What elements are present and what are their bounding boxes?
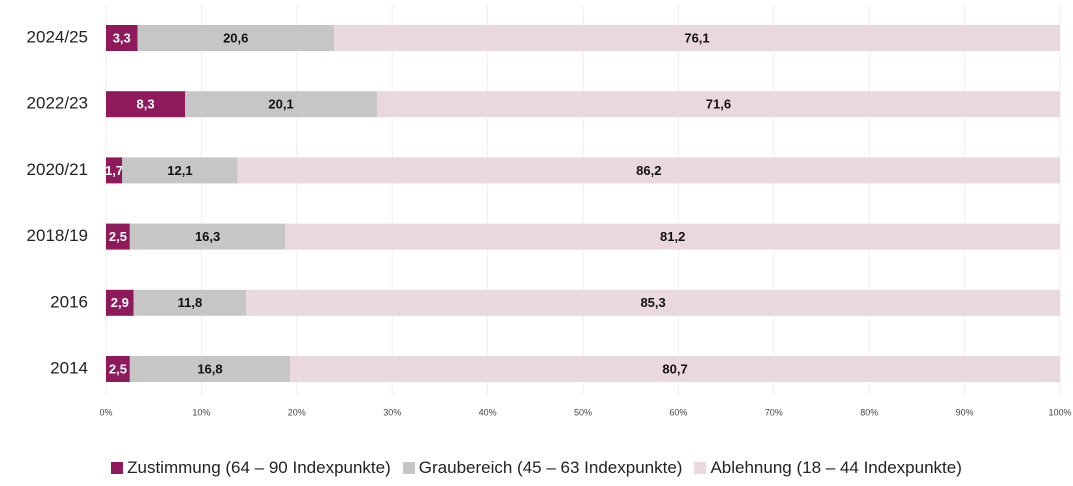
legend-swatch <box>694 462 707 474</box>
x-tick-label: 90% <box>956 407 974 417</box>
legend-swatch <box>402 462 415 474</box>
x-tick-label: 20% <box>288 407 306 417</box>
x-tick-label: 0% <box>99 407 112 417</box>
bar-segment <box>129 223 286 250</box>
data-label: 2,5 <box>109 229 127 244</box>
legend-label: Zustimmung (64 – 90 Indexpunkte) <box>127 458 391 477</box>
x-tick-label: 40% <box>479 407 497 417</box>
y-tick-label: 2024/25 <box>27 27 88 46</box>
data-label: 71,6 <box>706 97 731 112</box>
data-label: 12,1 <box>167 163 192 178</box>
legend-item: Graubereich (45 – 63 Indexpunkte) <box>402 458 683 478</box>
legend-item: Zustimmung (64 – 90 Indexpunkte) <box>111 458 391 478</box>
legend-swatch <box>111 462 124 474</box>
data-label: 3,3 <box>113 30 131 45</box>
bar-segment <box>237 157 1061 184</box>
bar-segment <box>285 223 1060 250</box>
bar-segment <box>137 25 335 51</box>
x-tick-label: 10% <box>192 407 210 417</box>
x-tick-label: 60% <box>669 407 687 417</box>
bar-segment <box>334 25 1061 51</box>
x-tick-label: 100% <box>1048 407 1071 417</box>
legend-label: Ablehnung (18 – 44 Indexpunkte) <box>710 458 962 477</box>
data-label: 86,2 <box>636 163 661 178</box>
x-tick-label: 80% <box>860 407 878 417</box>
bar-segment <box>376 91 1060 118</box>
data-label: 85,3 <box>640 295 665 310</box>
bar-segment <box>106 91 186 118</box>
data-label: 80,7 <box>662 361 687 376</box>
x-tick-label: 30% <box>383 407 401 417</box>
bar-segment <box>106 223 130 250</box>
bar-segment <box>106 25 138 51</box>
bar-segment <box>129 356 291 382</box>
data-label: 2,9 <box>111 295 129 310</box>
y-tick-label: 2020/21 <box>27 160 88 179</box>
y-tick-label: 2022/23 <box>27 94 88 113</box>
legend: Zustimmung (64 – 90 Indexpunkte) Graubere… <box>0 458 1073 478</box>
chart: 0% 10% 20% 30% 40% 50% 60% 70% 80% 90% 100% 2024/25… <box>27 5 1072 417</box>
data-label: 81,2 <box>660 229 685 244</box>
bar-segment <box>246 289 1060 316</box>
data-label: 11,8 <box>178 295 203 310</box>
x-tick-label: 50% <box>574 407 592 417</box>
data-label: 20,6 <box>223 30 248 45</box>
legend-item: Ablehnung (18 – 44 Indexpunkte) <box>694 458 962 478</box>
data-label: 16,8 <box>197 361 222 376</box>
bar-segment <box>106 289 134 316</box>
bar-segment <box>290 356 1060 382</box>
legend-label: Graubereich (45 – 63 Indexpunkte) <box>418 458 683 477</box>
y-tick-label: 2016 <box>50 292 88 311</box>
bar-segment <box>133 289 247 316</box>
data-label: 16,3 <box>195 229 220 244</box>
data-label: 1,7 <box>105 163 123 178</box>
y-tick-label: 2018/19 <box>27 226 88 245</box>
data-label: 2,5 <box>109 361 127 376</box>
x-tick-label: 70% <box>765 407 783 417</box>
data-label: 20,1 <box>268 97 293 112</box>
bar-segment <box>185 91 377 118</box>
bar-segment <box>122 157 238 184</box>
y-tick-label: 2014 <box>50 358 88 377</box>
bar-segment <box>106 356 130 382</box>
bar-segment <box>106 157 123 184</box>
data-label: 76,1 <box>684 30 709 45</box>
data-label: 8,3 <box>137 97 155 112</box>
